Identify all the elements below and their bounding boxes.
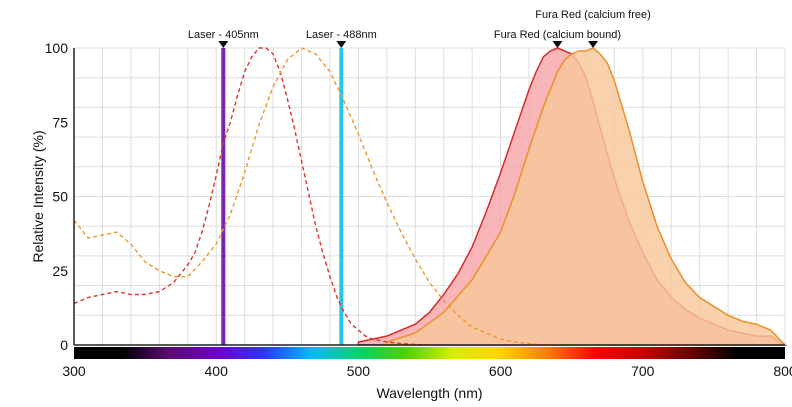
series-fura-red-calcium-free-fill <box>386 47 787 346</box>
x-tick-800: 800 <box>773 363 792 379</box>
x-tick-600: 600 <box>489 363 513 379</box>
annotation-laser-488nm: Laser - 488nm <box>306 29 377 41</box>
series-lines <box>73 47 544 346</box>
annotation-marker-fura-red-calcium-bound <box>552 41 563 48</box>
x-tick-400: 400 <box>205 363 229 379</box>
x-tick-700: 700 <box>631 363 655 379</box>
tick-labels: 300 400 500 600 700 800 0 25 50 75 100 <box>45 40 792 379</box>
annotation-fura-red-calcium-free: Fura Red (calcium free) <box>535 9 651 21</box>
wavelength-spectrum-bar <box>74 347 785 359</box>
y-tick-100: 100 <box>45 40 69 56</box>
y-tick-0: 0 <box>60 337 68 353</box>
y-tick-75: 75 <box>52 114 68 130</box>
series-fura-red-calcium-free-excitation <box>73 47 544 346</box>
annotation-marker-laser-488nm <box>336 41 347 48</box>
annotation-markers: Laser - 405nm Laser - 488nm Fura Red (calc… <box>188 9 651 48</box>
x-axis-label: Wavelength (nm) <box>376 385 482 401</box>
y-tick-25: 25 <box>52 263 68 279</box>
y-axis-label: Relative Intensity (%) <box>30 130 46 262</box>
annotation-marker-fura-red-calcium-free <box>588 41 599 48</box>
x-tick-500: 500 <box>347 363 371 379</box>
emission-fills <box>357 47 788 346</box>
annotation-laser-405nm: Laser - 405nm <box>188 29 259 41</box>
series-fura-red-calcium-bound-excitation <box>73 47 430 346</box>
y-tick-50: 50 <box>52 189 68 205</box>
x-tick-300: 300 <box>62 363 86 379</box>
annotation-marker-laser-405nm <box>218 41 229 48</box>
annotation-fura-red-calcium-bound: Fura Red (calcium bound) <box>494 29 621 41</box>
axes <box>73 48 785 346</box>
